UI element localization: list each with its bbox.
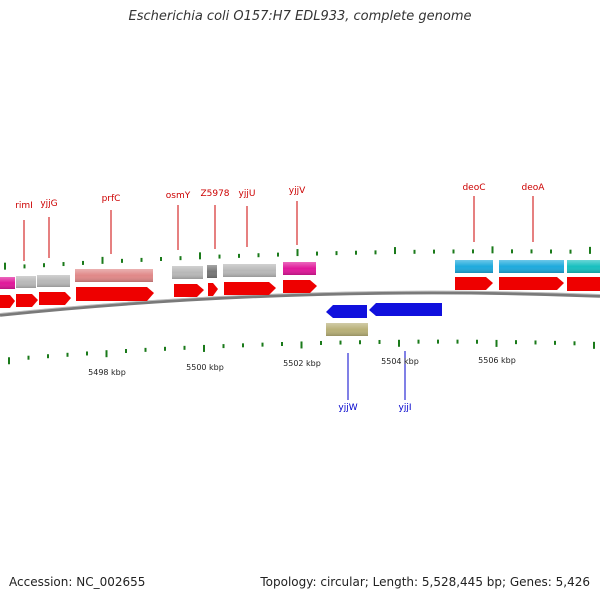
- reverse-tick-row: [8, 339, 595, 365]
- forward-gene-label[interactable]: yjjV: [289, 186, 306, 196]
- forward-cds-arrow[interactable]: [174, 284, 204, 297]
- forward-gene-label[interactable]: deoA: [522, 183, 546, 193]
- forward-gene-label[interactable]: Z5978: [200, 189, 229, 199]
- forward-cds-arrow[interactable]: [224, 282, 276, 295]
- forward-cds-track: [0, 277, 600, 308]
- kbp-scale-label: 5502 kbp: [283, 359, 321, 368]
- genome-backbone: [0, 290, 600, 317]
- forward-gene-label[interactable]: rimI: [15, 201, 33, 211]
- forward-cds-arrow[interactable]: [0, 295, 15, 308]
- feature-track-upper: [0, 260, 600, 289]
- reverse-cds-arrow[interactable]: [369, 303, 442, 316]
- forward-cds-arrow[interactable]: [16, 294, 38, 307]
- genome-title: Escherichia coli O157:H7 EDL933, complet…: [128, 9, 472, 24]
- forward-tick-row: [4, 246, 591, 270]
- forward-cds-arrow[interactable]: [283, 280, 317, 293]
- forward-gene-label[interactable]: prfC: [102, 194, 121, 204]
- forward-gene-label[interactable]: yjjU: [239, 189, 256, 199]
- kbp-scale-label: 5498 kbp: [88, 368, 126, 377]
- forward-gene-label[interactable]: deoC: [462, 183, 485, 193]
- genome-summary-text: Topology: circular; Length: 5,528,445 bp…: [260, 575, 590, 589]
- reverse-gene-label[interactable]: yjjI: [399, 403, 412, 413]
- reverse-cds-arrow[interactable]: [326, 305, 367, 318]
- kbp-scale-label: 5500 kbp: [186, 363, 224, 372]
- reverse-gene-label[interactable]: yjjW: [338, 403, 357, 413]
- accession-text: Accession: NC_002655: [9, 575, 146, 589]
- forward-gene-label[interactable]: osmY: [166, 191, 191, 201]
- reverse-gene-labels: yjjW yjjI: [338, 351, 411, 413]
- forward-gene-labels: rimI yjjG prfC osmY Z5978 yjjU yjjV deoC deoA: [15, 183, 545, 261]
- kbp-scale-labels: 5498 kbp 5500 kbp 5502 kbp 5504 kbp 5506 kbp: [88, 356, 516, 377]
- forward-cds-arrow[interactable]: [76, 287, 154, 301]
- forward-cds-arrow[interactable]: [499, 277, 564, 290]
- forward-gene-label[interactable]: yjjG: [40, 199, 57, 209]
- forward-cds-arrow[interactable]: [567, 277, 600, 291]
- reverse-cds-track: [326, 303, 442, 318]
- forward-cds-arrow[interactable]: [39, 292, 71, 305]
- forward-cds-arrow[interactable]: [455, 277, 493, 290]
- forward-cds-arrow[interactable]: [208, 283, 218, 296]
- kbp-scale-label: 5506 kbp: [478, 356, 516, 365]
- kbp-scale-label: 5504 kbp: [381, 357, 419, 366]
